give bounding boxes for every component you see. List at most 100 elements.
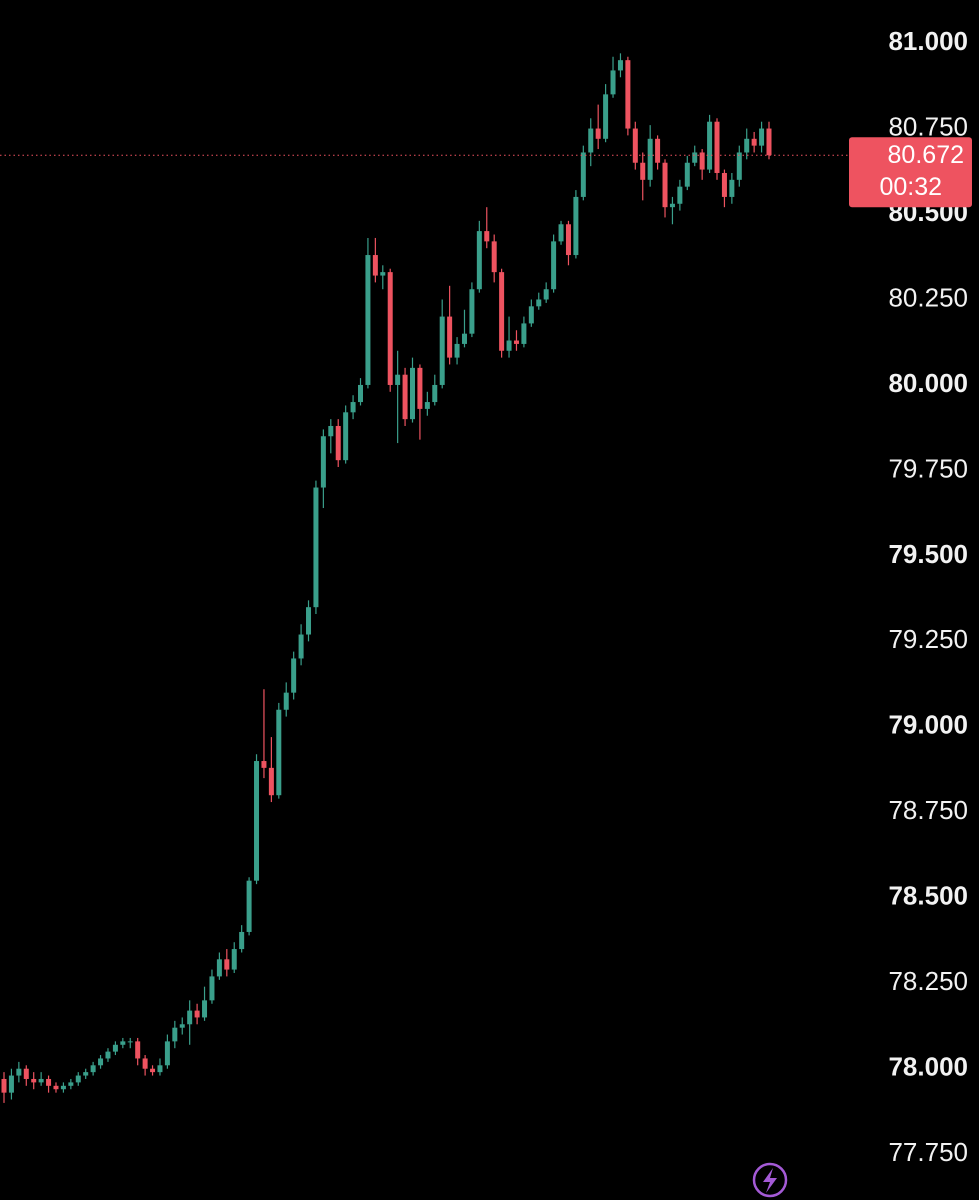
candle-body <box>90 1065 96 1073</box>
candle-body <box>655 138 661 163</box>
current-price: 80.672 <box>888 141 964 169</box>
candle-body <box>283 692 289 710</box>
candle-body <box>699 152 705 170</box>
candle-body <box>194 1010 200 1018</box>
candle-body <box>692 152 698 163</box>
candle-body <box>46 1078 52 1086</box>
candle-body <box>432 384 438 403</box>
candle-body <box>231 949 237 970</box>
candle-body <box>105 1051 111 1059</box>
candle-body <box>38 1078 44 1083</box>
candle-body <box>461 333 467 344</box>
candle-body <box>610 70 616 95</box>
candle-body <box>261 761 267 768</box>
candle-body <box>632 128 638 163</box>
candle-body <box>350 402 356 413</box>
y-tick-label: 79.250 <box>888 624 968 654</box>
candle-body <box>291 658 297 693</box>
candle-body <box>499 272 505 351</box>
y-tick-label: 78.250 <box>888 966 968 996</box>
candle-body <box>75 1075 81 1083</box>
y-tick-label: 78.750 <box>888 795 968 825</box>
candle-body <box>766 128 772 156</box>
candle-body <box>239 931 245 950</box>
candle-body <box>536 299 542 307</box>
candle-body <box>521 323 527 344</box>
candle-body <box>744 138 750 153</box>
candle-body <box>83 1072 89 1076</box>
candle-body <box>513 340 519 344</box>
candle-body <box>53 1085 59 1090</box>
candle-body <box>320 436 326 488</box>
candle-body <box>127 1041 133 1043</box>
y-tick-label: 80.000 <box>888 368 968 398</box>
candle-body <box>551 241 557 290</box>
candle-body <box>543 289 549 300</box>
candle-body <box>669 203 675 208</box>
candle-body <box>172 1027 178 1042</box>
candle-body <box>150 1068 156 1073</box>
candle-body <box>603 94 609 139</box>
candle-body <box>135 1041 141 1059</box>
y-tick-label: 78.000 <box>888 1052 968 1082</box>
candle-body <box>558 224 564 242</box>
candle-body <box>454 343 460 358</box>
candle-body <box>298 634 304 659</box>
candle-body <box>439 316 445 385</box>
candle-body <box>68 1082 74 1086</box>
candle-body <box>365 255 371 385</box>
candle-body <box>335 425 341 461</box>
candle-body <box>387 272 393 385</box>
y-tick-label: 80.250 <box>888 282 968 312</box>
candle-body <box>98 1058 104 1066</box>
candle-body <box>714 121 720 173</box>
candle-body <box>684 162 690 187</box>
candle-body <box>491 241 497 273</box>
y-tick-label: 79.000 <box>888 710 968 740</box>
candle-body <box>216 959 222 977</box>
y-tick-label: 78.500 <box>888 881 968 911</box>
candle-body <box>224 959 230 970</box>
candle-body <box>120 1041 126 1045</box>
candle-body <box>179 1024 185 1028</box>
candle-body <box>328 425 334 437</box>
candle-body <box>736 152 742 180</box>
candle-body <box>276 709 282 796</box>
candle-body <box>588 128 594 153</box>
candle-body <box>595 128 601 139</box>
lightning-button[interactable] <box>752 1162 788 1198</box>
candle-body <box>707 121 713 170</box>
candle-body <box>313 487 319 608</box>
candle-body <box>157 1065 163 1073</box>
lightning-icon <box>763 1168 777 1193</box>
candle-body <box>402 374 408 420</box>
candle-body <box>506 340 512 351</box>
candle-body <box>484 231 490 242</box>
candle-body <box>417 367 423 409</box>
candle-body <box>640 162 646 180</box>
candle-body <box>306 607 312 635</box>
candle-body <box>372 255 378 276</box>
candle-body <box>447 316 453 358</box>
candle-body <box>677 186 683 204</box>
candle-body <box>647 138 653 180</box>
candle-body <box>60 1085 66 1090</box>
candle-body <box>751 138 757 146</box>
y-tick-label: 77.750 <box>888 1137 968 1167</box>
candle-body <box>409 367 415 420</box>
candle-body <box>112 1044 118 1052</box>
candle-body <box>358 384 364 403</box>
candle-body <box>729 179 735 197</box>
candle-body <box>759 128 765 146</box>
candle-body <box>565 224 571 256</box>
candle-body <box>617 60 623 71</box>
countdown: 00:32 <box>879 173 942 201</box>
y-tick-label: 79.750 <box>888 453 968 483</box>
candle-body <box>1 1078 7 1093</box>
candle-body <box>209 976 215 1001</box>
candle-body <box>16 1068 22 1076</box>
candle-body <box>343 412 349 461</box>
